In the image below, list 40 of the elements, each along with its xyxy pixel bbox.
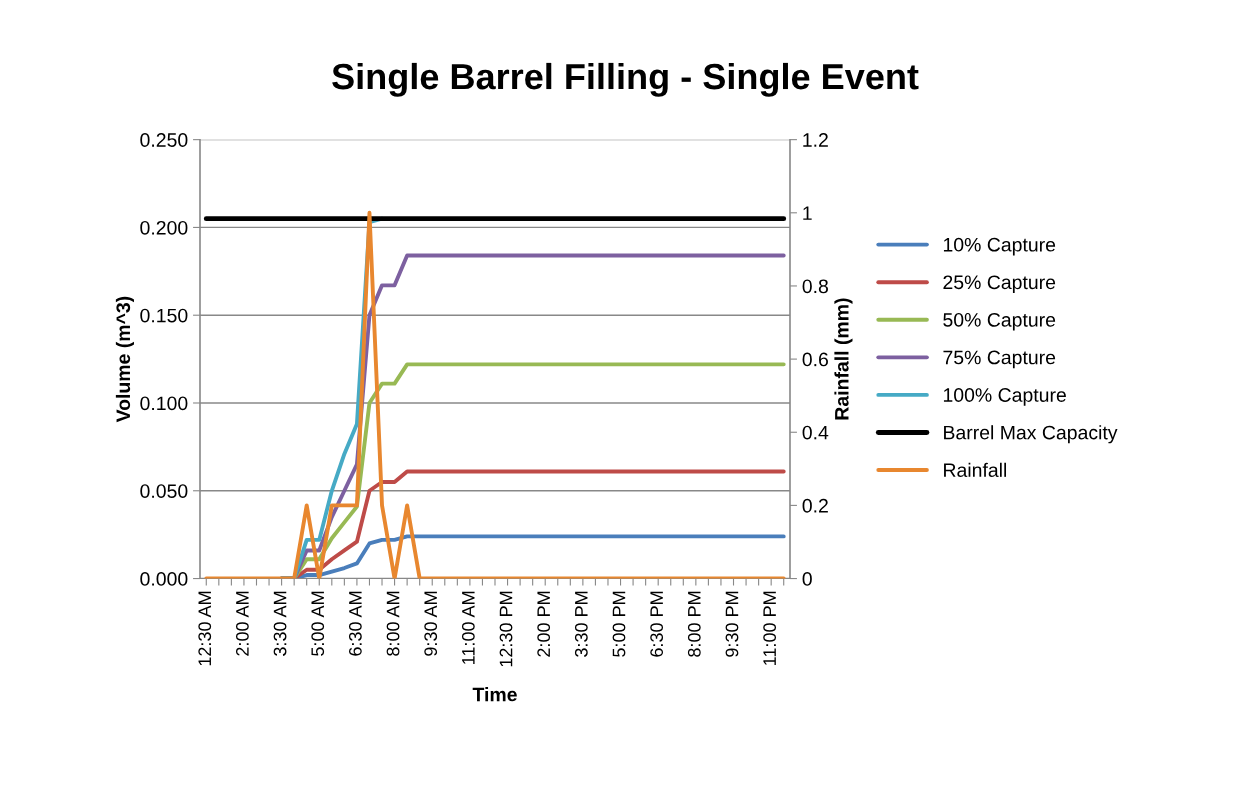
y2-tick-label: 0.6 [802,352,828,367]
x-tick-label: 2:00 AM [236,591,249,656]
x-tick-label: 2:00 PM [537,591,551,657]
y-tick-label: 0.250 [140,133,188,147]
x-tick-label: 8:00 PM [687,591,701,657]
y2-tick-label: 0.8 [802,279,828,294]
x-tick-label: 6:30 AM [348,591,362,656]
legend-label: Rainfall [944,462,1007,478]
x-tick-label: 3:30 AM [273,591,287,656]
y2-tick-label: 1 [803,206,812,220]
legend-label: Barrel Max Capacity [944,425,1118,444]
legend-label: 100% Capture [943,388,1066,406]
x-tick-label: 6:30 PM [650,591,664,657]
y2-tick-label: 0 [802,572,812,586]
x-tick-label: 3:30 PM [574,591,588,657]
y2-axis-title: Rainfall (mm) [834,298,853,420]
y-axis-title: Volume (m^3) [115,296,134,423]
y2-tick-label: 0.4 [802,425,829,440]
y-tick-label: 0.050 [140,484,188,499]
x-tick-label: 12:30 AM [198,591,212,666]
legend-label: 75% Capture [943,350,1056,369]
y2-tick-label: 0.2 [802,498,828,513]
legend-label: 25% Capture [943,275,1056,294]
x-tick-label: 11:00 PM [763,591,777,665]
legend-label: 50% Capture [943,312,1056,331]
y2-tick-label: 1.2 [803,133,828,147]
x-axis-title: Time [472,687,517,702]
x-tick-label: 9:30 AM [424,591,438,656]
y-tick-label: 0.150 [140,308,188,323]
x-tick-label: 11:00 AM [461,591,475,664]
y-tick-label: 0.100 [140,396,188,411]
x-tick-label: 5:00 AM [311,591,325,656]
x-tick-label: 9:30 PM [725,591,739,657]
x-tick-label: 8:00 AM [386,591,400,656]
x-tick-label: 12:30 PM [499,591,513,667]
legend-label: 10% Capture [943,237,1056,256]
y-tick-label: 0.000 [140,572,188,586]
x-tick-label: 5:00 PM [612,591,626,657]
y-tick-label: 0.200 [140,220,188,235]
chart-title: Single Barrel Filling - Single Event [332,62,919,97]
